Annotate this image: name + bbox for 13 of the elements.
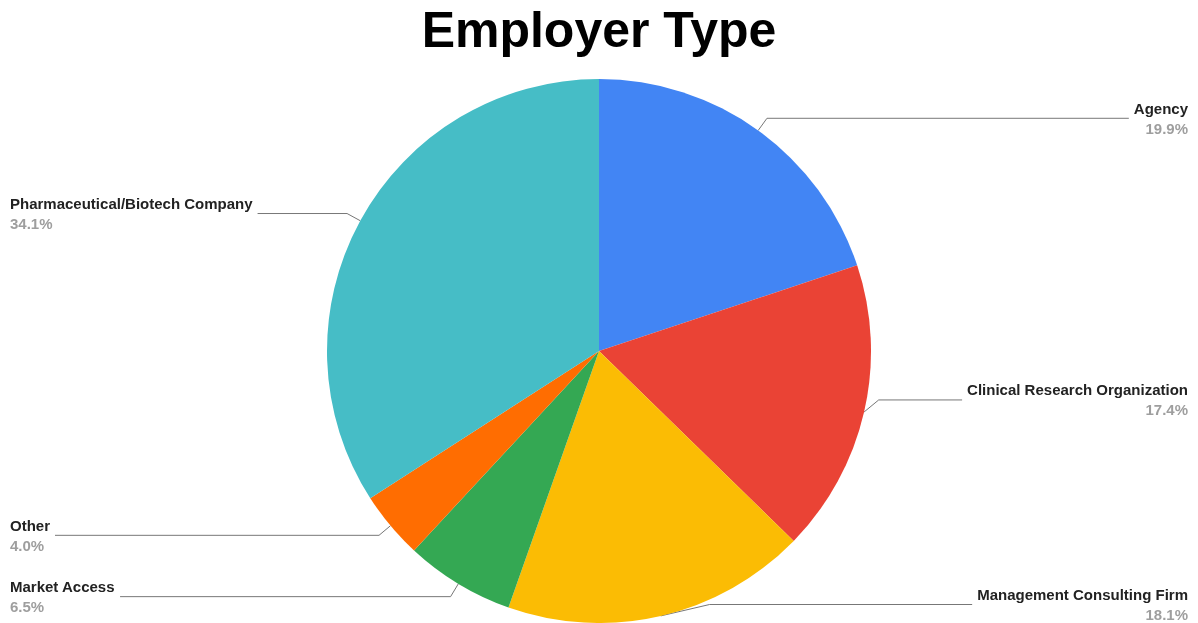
data-label: 17.4%: [1145, 401, 1188, 419]
data-label: 6.5%: [10, 598, 45, 616]
slice-label: Management Consulting Firm: [977, 586, 1188, 603]
slice-label: Agency: [1133, 99, 1189, 117]
chart-title: Employer Type: [421, 2, 777, 58]
slice-label: Market Access: [10, 578, 115, 596]
slice-label: Clinical Research Organization: [967, 381, 1188, 399]
data-label: 18.1%: [1145, 606, 1188, 623]
data-label: 19.9%: [1145, 119, 1188, 137]
slice-label: Pharmaceutical/Biotech Company: [10, 195, 254, 213]
slice-label: Other: [10, 516, 51, 534]
data-label: 34.1%: [10, 215, 53, 233]
data-label: 4.0%: [10, 536, 45, 554]
